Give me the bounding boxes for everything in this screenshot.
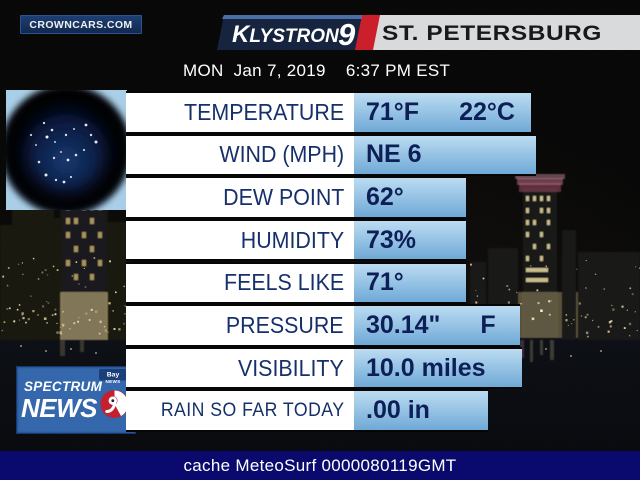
svg-text:NEWS: NEWS <box>21 393 98 423</box>
svg-text:SPECTRUM: SPECTRUM <box>24 379 103 394</box>
svg-text:Bay: Bay <box>107 371 120 378</box>
svg-text:NEWS: NEWS <box>106 379 121 384</box>
